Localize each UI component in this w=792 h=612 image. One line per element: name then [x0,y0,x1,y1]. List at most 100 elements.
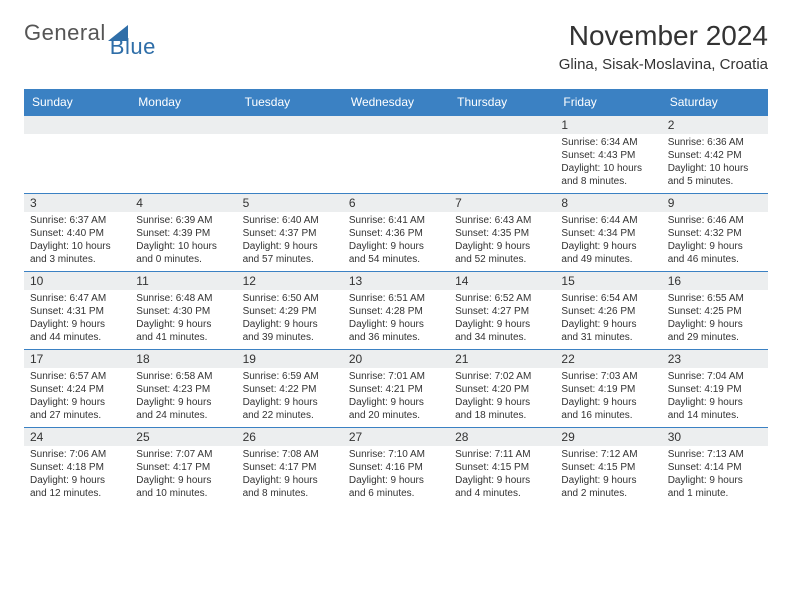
day-sunset: Sunset: 4:19 PM [561,383,655,396]
day-body [237,134,343,140]
calendar-day-cell: 15Sunrise: 6:54 AMSunset: 4:26 PMDayligh… [555,272,661,350]
day-body: Sunrise: 6:46 AMSunset: 4:32 PMDaylight:… [662,212,768,270]
day-number: 7 [449,194,555,212]
brand-word2: Blue [110,34,156,60]
day-daylight2: and 12 minutes. [30,487,124,500]
day-body: Sunrise: 7:03 AMSunset: 4:19 PMDaylight:… [555,368,661,426]
day-sunset: Sunset: 4:16 PM [349,461,443,474]
day-body: Sunrise: 7:06 AMSunset: 4:18 PMDaylight:… [24,446,130,504]
header-row: General Blue November 2024 Glina, Sisak-… [24,20,768,73]
day-body: Sunrise: 6:36 AMSunset: 4:42 PMDaylight:… [662,134,768,192]
weekday-header-row: Sunday Monday Tuesday Wednesday Thursday… [24,89,768,116]
day-number: 22 [555,350,661,368]
location-text: Glina, Sisak-Moslavina, Croatia [559,56,768,73]
day-number: 18 [130,350,236,368]
day-number: 9 [662,194,768,212]
calendar-day-cell [343,116,449,194]
calendar-day-cell: 30Sunrise: 7:13 AMSunset: 4:14 PMDayligh… [662,428,768,506]
day-daylight1: Daylight: 9 hours [455,240,549,253]
day-number: 19 [237,350,343,368]
day-number: 20 [343,350,449,368]
day-number [130,116,236,134]
day-daylight2: and 36 minutes. [349,331,443,344]
day-number: 1 [555,116,661,134]
calendar-day-cell: 28Sunrise: 7:11 AMSunset: 4:15 PMDayligh… [449,428,555,506]
day-daylight2: and 2 minutes. [561,487,655,500]
day-daylight1: Daylight: 10 hours [136,240,230,253]
calendar-body: 1Sunrise: 6:34 AMSunset: 4:43 PMDaylight… [24,116,768,506]
day-number: 8 [555,194,661,212]
day-sunrise: Sunrise: 6:55 AM [668,292,762,305]
calendar-day-cell: 16Sunrise: 6:55 AMSunset: 4:25 PMDayligh… [662,272,768,350]
day-body: Sunrise: 6:48 AMSunset: 4:30 PMDaylight:… [130,290,236,348]
day-sunrise: Sunrise: 7:03 AM [561,370,655,383]
day-daylight1: Daylight: 9 hours [243,474,337,487]
day-sunrise: Sunrise: 7:12 AM [561,448,655,461]
day-daylight2: and 4 minutes. [455,487,549,500]
day-daylight2: and 22 minutes. [243,409,337,422]
day-body: Sunrise: 6:37 AMSunset: 4:40 PMDaylight:… [24,212,130,270]
calendar-day-cell: 29Sunrise: 7:12 AMSunset: 4:15 PMDayligh… [555,428,661,506]
calendar-day-cell: 1Sunrise: 6:34 AMSunset: 4:43 PMDaylight… [555,116,661,194]
page-title: November 2024 [559,20,768,52]
day-body [24,134,130,140]
day-body: Sunrise: 6:57 AMSunset: 4:24 PMDaylight:… [24,368,130,426]
day-daylight2: and 1 minute. [668,487,762,500]
calendar-day-cell: 7Sunrise: 6:43 AMSunset: 4:35 PMDaylight… [449,194,555,272]
calendar-day-cell: 17Sunrise: 6:57 AMSunset: 4:24 PMDayligh… [24,350,130,428]
day-daylight1: Daylight: 9 hours [30,396,124,409]
day-sunset: Sunset: 4:17 PM [136,461,230,474]
day-number: 11 [130,272,236,290]
day-body: Sunrise: 6:51 AMSunset: 4:28 PMDaylight:… [343,290,449,348]
day-sunrise: Sunrise: 6:41 AM [349,214,443,227]
day-daylight1: Daylight: 9 hours [136,396,230,409]
day-body: Sunrise: 6:47 AMSunset: 4:31 PMDaylight:… [24,290,130,348]
day-sunset: Sunset: 4:27 PM [455,305,549,318]
calendar-day-cell: 13Sunrise: 6:51 AMSunset: 4:28 PMDayligh… [343,272,449,350]
day-sunrise: Sunrise: 6:43 AM [455,214,549,227]
day-sunset: Sunset: 4:30 PM [136,305,230,318]
day-body: Sunrise: 7:02 AMSunset: 4:20 PMDaylight:… [449,368,555,426]
day-body: Sunrise: 6:55 AMSunset: 4:25 PMDaylight:… [662,290,768,348]
day-body: Sunrise: 6:54 AMSunset: 4:26 PMDaylight:… [555,290,661,348]
calendar-day-cell [24,116,130,194]
day-body [343,134,449,140]
day-daylight1: Daylight: 9 hours [136,474,230,487]
day-number [24,116,130,134]
day-daylight1: Daylight: 10 hours [668,162,762,175]
day-daylight1: Daylight: 9 hours [561,240,655,253]
day-number: 16 [662,272,768,290]
day-sunrise: Sunrise: 6:47 AM [30,292,124,305]
day-sunrise: Sunrise: 7:11 AM [455,448,549,461]
calendar-table: Sunday Monday Tuesday Wednesday Thursday… [24,89,768,506]
day-body: Sunrise: 7:01 AMSunset: 4:21 PMDaylight:… [343,368,449,426]
day-body: Sunrise: 6:50 AMSunset: 4:29 PMDaylight:… [237,290,343,348]
day-sunset: Sunset: 4:23 PM [136,383,230,396]
day-body: Sunrise: 6:58 AMSunset: 4:23 PMDaylight:… [130,368,236,426]
calendar-day-cell [237,116,343,194]
calendar-day-cell: 19Sunrise: 6:59 AMSunset: 4:22 PMDayligh… [237,350,343,428]
day-daylight2: and 18 minutes. [455,409,549,422]
day-sunset: Sunset: 4:20 PM [455,383,549,396]
day-body: Sunrise: 6:59 AMSunset: 4:22 PMDaylight:… [237,368,343,426]
day-sunset: Sunset: 4:40 PM [30,227,124,240]
calendar-day-cell: 22Sunrise: 7:03 AMSunset: 4:19 PMDayligh… [555,350,661,428]
weekday-header: Thursday [449,89,555,116]
calendar-day-cell: 2Sunrise: 6:36 AMSunset: 4:42 PMDaylight… [662,116,768,194]
day-daylight1: Daylight: 9 hours [668,474,762,487]
day-daylight2: and 39 minutes. [243,331,337,344]
calendar-day-cell: 18Sunrise: 6:58 AMSunset: 4:23 PMDayligh… [130,350,236,428]
day-daylight1: Daylight: 9 hours [561,318,655,331]
day-daylight2: and 24 minutes. [136,409,230,422]
day-number: 26 [237,428,343,446]
day-sunset: Sunset: 4:25 PM [668,305,762,318]
day-number [237,116,343,134]
calendar-day-cell: 4Sunrise: 6:39 AMSunset: 4:39 PMDaylight… [130,194,236,272]
day-body: Sunrise: 6:44 AMSunset: 4:34 PMDaylight:… [555,212,661,270]
calendar-day-cell [449,116,555,194]
day-number: 28 [449,428,555,446]
day-daylight2: and 57 minutes. [243,253,337,266]
day-sunrise: Sunrise: 7:13 AM [668,448,762,461]
day-daylight2: and 31 minutes. [561,331,655,344]
day-sunset: Sunset: 4:21 PM [349,383,443,396]
